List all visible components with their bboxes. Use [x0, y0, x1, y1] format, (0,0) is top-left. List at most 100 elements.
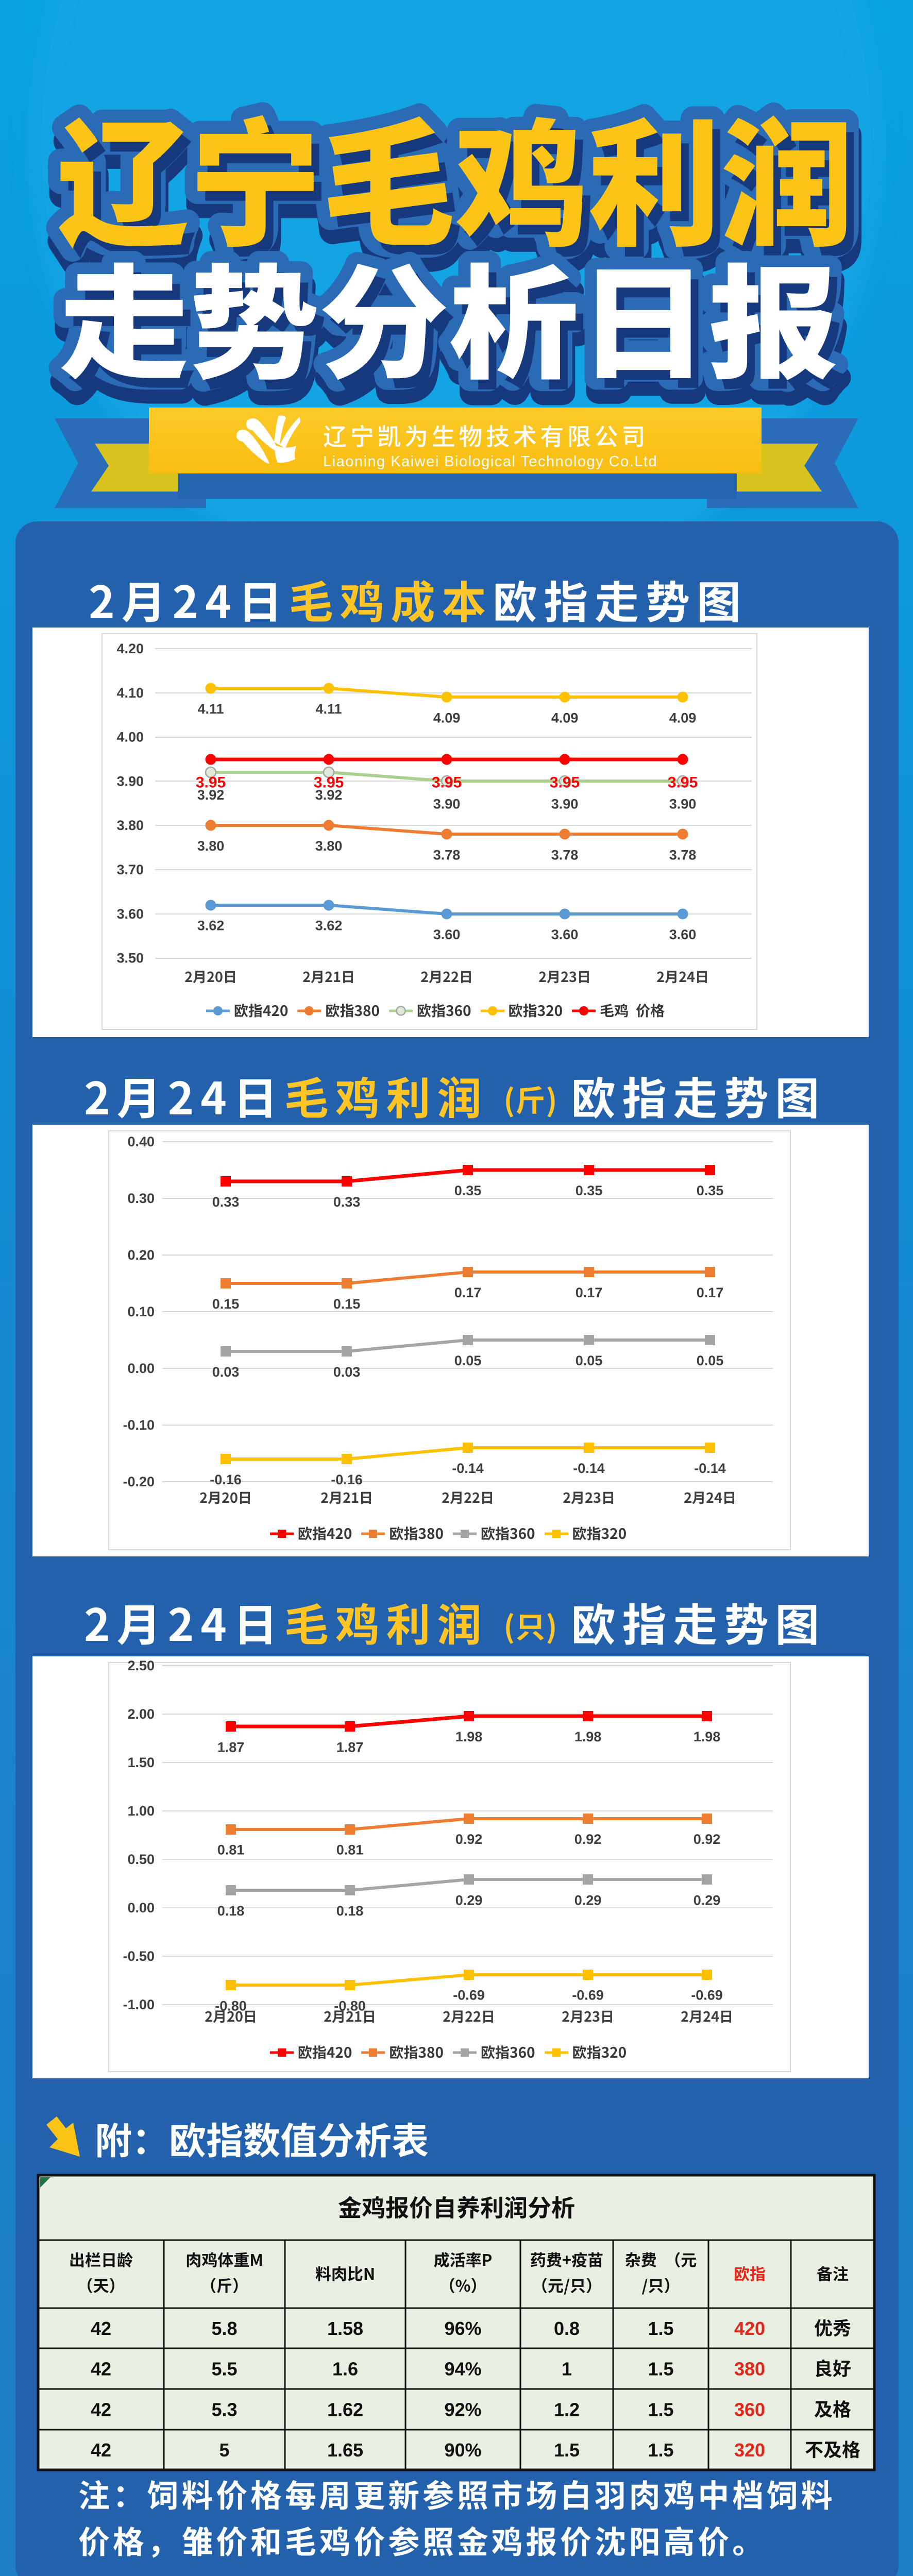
svg-text:0.35: 0.35 [697, 1183, 724, 1198]
svg-text:0.30: 0.30 [127, 1191, 155, 1206]
svg-text:-0.69: -0.69 [572, 1988, 604, 2003]
svg-text:-0.14: -0.14 [573, 1461, 605, 1476]
svg-text:1.5: 1.5 [648, 2399, 673, 2420]
svg-text:Liaoning Kaiwei Biological Tec: Liaoning Kaiwei Biological Technology Co… [323, 453, 657, 470]
svg-text:3.95: 3.95 [432, 774, 462, 791]
svg-text:4.10: 4.10 [116, 685, 144, 701]
svg-text:1.5: 1.5 [554, 2439, 580, 2461]
svg-text:1.5: 1.5 [648, 2359, 673, 2380]
svg-text:380: 380 [734, 2359, 765, 2380]
svg-text:1.98: 1.98 [694, 1729, 721, 1744]
svg-text:3.90: 3.90 [433, 796, 461, 811]
svg-text:-0.14: -0.14 [452, 1461, 484, 1476]
svg-text:0.15: 0.15 [333, 1296, 361, 1312]
svg-text:1.58: 1.58 [327, 2318, 363, 2339]
svg-text:5.3: 5.3 [211, 2399, 237, 2420]
svg-text:-0.20: -0.20 [123, 1474, 155, 1489]
svg-text:-0.14: -0.14 [694, 1461, 726, 1476]
svg-text:3.95: 3.95 [314, 774, 344, 791]
svg-text:0.92: 0.92 [455, 1832, 483, 1847]
svg-text:1.5: 1.5 [648, 2318, 673, 2339]
svg-text:3.62: 3.62 [315, 918, 343, 934]
svg-text:1.87: 1.87 [336, 1739, 364, 1755]
svg-text:3.95: 3.95 [668, 774, 698, 791]
svg-text:1.65: 1.65 [327, 2439, 363, 2461]
svg-text:1.50: 1.50 [127, 1755, 155, 1770]
svg-text:0.33: 0.33 [212, 1194, 240, 1210]
svg-text:1.00: 1.00 [127, 1803, 155, 1819]
svg-text:0.20: 0.20 [127, 1247, 155, 1263]
svg-text:0.29: 0.29 [455, 1892, 483, 1908]
svg-text:0.10: 0.10 [127, 1304, 155, 1319]
svg-text:0.05: 0.05 [454, 1353, 482, 1368]
svg-text:42: 42 [91, 2318, 111, 2339]
svg-text:1.62: 1.62 [327, 2399, 363, 2420]
svg-text:4.00: 4.00 [116, 730, 144, 745]
svg-text:0.17: 0.17 [697, 1285, 724, 1300]
svg-text:1.98: 1.98 [574, 1729, 602, 1744]
svg-text:0.03: 0.03 [333, 1364, 361, 1380]
svg-text:320: 320 [734, 2439, 765, 2461]
svg-text:3.95: 3.95 [550, 774, 580, 791]
svg-text:3.90: 3.90 [116, 773, 144, 789]
svg-text:5.8: 5.8 [211, 2318, 237, 2339]
svg-text:1.6: 1.6 [332, 2359, 358, 2380]
svg-text:360: 360 [734, 2399, 765, 2420]
svg-text:1: 1 [562, 2359, 572, 2380]
svg-text:0.00: 0.00 [127, 1361, 155, 1376]
svg-text:0.35: 0.35 [576, 1183, 603, 1198]
svg-text:4.09: 4.09 [551, 710, 579, 725]
svg-text:0.15: 0.15 [212, 1296, 240, 1312]
svg-text:0.33: 0.33 [333, 1194, 361, 1210]
svg-text:0.50: 0.50 [127, 1852, 155, 1867]
svg-text:92%: 92% [444, 2399, 481, 2420]
svg-text:0.35: 0.35 [454, 1183, 482, 1198]
svg-text:96%: 96% [444, 2318, 481, 2339]
svg-text:3.90: 3.90 [551, 796, 579, 811]
svg-text:3.92: 3.92 [315, 787, 343, 803]
svg-text:420: 420 [734, 2318, 765, 2339]
svg-text:4.09: 4.09 [433, 710, 461, 725]
svg-text:4.11: 4.11 [315, 701, 342, 717]
svg-text:3.62: 3.62 [197, 918, 225, 934]
svg-text:0.17: 0.17 [576, 1285, 603, 1300]
svg-text:-0.50: -0.50 [123, 1948, 155, 1964]
svg-text:42: 42 [91, 2359, 111, 2380]
svg-text:3.60: 3.60 [669, 927, 697, 942]
svg-text:3.78: 3.78 [669, 847, 697, 862]
svg-text:90%: 90% [444, 2439, 481, 2461]
svg-text:-0.69: -0.69 [453, 1988, 485, 2003]
svg-text:5.5: 5.5 [211, 2359, 237, 2380]
svg-text:4.20: 4.20 [116, 641, 144, 656]
svg-text:0.8: 0.8 [554, 2318, 580, 2339]
svg-text:3.80: 3.80 [116, 818, 144, 833]
svg-text:3.60: 3.60 [551, 927, 579, 942]
svg-text:-0.10: -0.10 [123, 1417, 155, 1433]
svg-text:0.92: 0.92 [574, 1832, 602, 1847]
svg-text:1.5: 1.5 [648, 2439, 673, 2461]
svg-text:3.50: 3.50 [116, 951, 144, 966]
svg-text:0.18: 0.18 [336, 1903, 364, 1919]
svg-text:-0.16: -0.16 [331, 1472, 363, 1487]
svg-text:0.29: 0.29 [694, 1892, 721, 1908]
svg-text:4.09: 4.09 [669, 710, 697, 725]
svg-text:0.92: 0.92 [694, 1832, 721, 1847]
svg-text:2.00: 2.00 [127, 1706, 155, 1722]
svg-text:3.80: 3.80 [197, 838, 225, 854]
svg-text:3.95: 3.95 [196, 774, 226, 791]
svg-text:42: 42 [91, 2439, 111, 2461]
svg-text:4.11: 4.11 [197, 701, 224, 717]
svg-text:3.60: 3.60 [433, 927, 461, 942]
svg-text:1.2: 1.2 [554, 2399, 580, 2420]
svg-text:3.92: 3.92 [197, 787, 225, 803]
svg-text:0.05: 0.05 [697, 1353, 724, 1368]
svg-text:0.05: 0.05 [576, 1353, 603, 1368]
svg-text:0.18: 0.18 [217, 1903, 245, 1919]
svg-text:42: 42 [91, 2399, 111, 2420]
svg-text:-0.16: -0.16 [210, 1472, 242, 1487]
svg-text:0.17: 0.17 [454, 1285, 482, 1300]
svg-text:1.98: 1.98 [455, 1729, 483, 1744]
svg-text:1.87: 1.87 [217, 1739, 245, 1755]
svg-text:5: 5 [219, 2439, 229, 2461]
svg-text:0.81: 0.81 [336, 1842, 364, 1858]
